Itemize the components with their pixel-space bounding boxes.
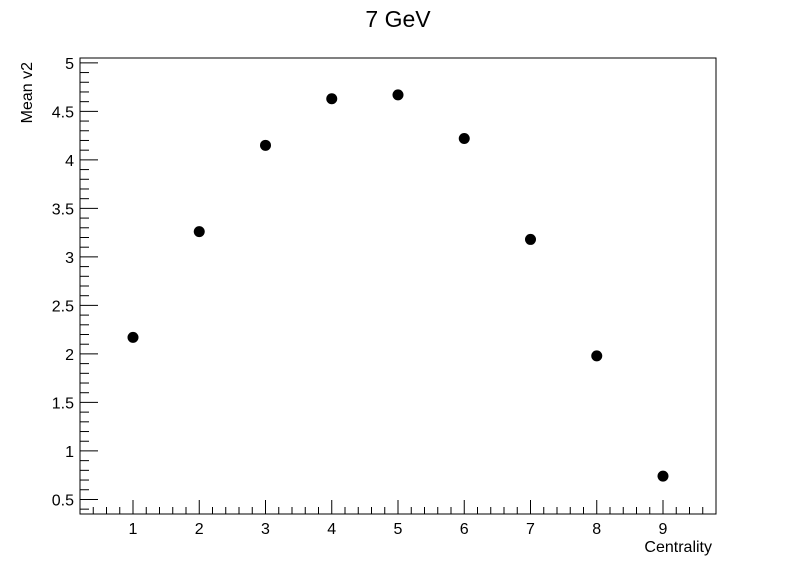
- data-point: [525, 233, 536, 245]
- x-axis-label: Centrality: [644, 539, 712, 556]
- x-tick-label: 8: [592, 521, 601, 538]
- data-point: [260, 139, 271, 151]
- y-tick-label: 5: [65, 56, 74, 73]
- data-point: [392, 89, 404, 101]
- y-tick-label: 3.5: [52, 201, 74, 218]
- x-tick-label: 9: [659, 521, 668, 538]
- x-tick-label: 3: [261, 521, 270, 538]
- data-point: [458, 133, 470, 145]
- data-point: [326, 93, 338, 105]
- data-point: [127, 331, 139, 343]
- x-tick-label: 2: [195, 521, 204, 538]
- y-axis: 0.5 1 1.5 2 2.5 3 3.5 4 4.5 5: [52, 56, 98, 510]
- y-tick-label: 4.5: [52, 104, 74, 121]
- y-tick-label: 0.5: [52, 492, 74, 509]
- data-point: [193, 226, 205, 238]
- x-tick-label: 4: [327, 521, 336, 538]
- y-tick-label: 2: [65, 347, 74, 364]
- y-tick-label: 1: [65, 444, 74, 461]
- x-tick-label: 5: [394, 521, 403, 538]
- chart-title: 7 GeV: [365, 6, 431, 32]
- y-tick-label: 1.5: [52, 395, 74, 412]
- x-tick-label: 1: [129, 521, 138, 538]
- data-point: [657, 470, 669, 482]
- y-tick-label: 2.5: [52, 298, 74, 315]
- y-tick-label: 3: [65, 250, 74, 267]
- x-axis: 1 2 3 4 5 6 7 8 9: [79, 500, 717, 538]
- y-tick-label: 4: [65, 153, 74, 170]
- y-axis-label: Mean v2: [19, 62, 36, 123]
- plot-frame: [79, 57, 717, 515]
- x-tick-label: 7: [526, 521, 535, 538]
- data-points: [127, 89, 669, 482]
- data-point: [591, 350, 603, 362]
- x-tick-label: 6: [460, 521, 469, 538]
